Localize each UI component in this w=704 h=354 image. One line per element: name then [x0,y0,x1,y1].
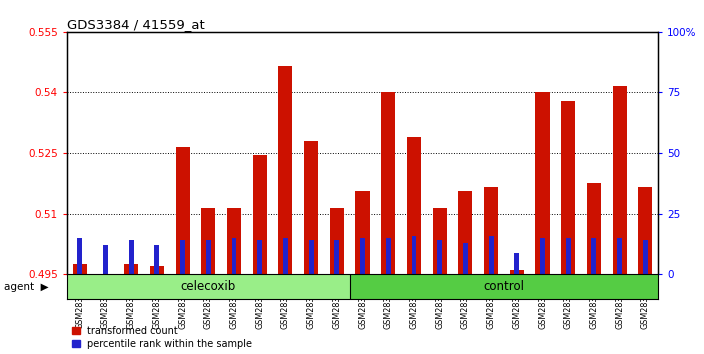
Bar [639,188,653,274]
Bar [458,192,472,274]
Legend: transformed count, percentile rank within the sample: transformed count, percentile rank withi… [72,326,252,349]
Bar [510,270,524,274]
Bar [561,101,575,274]
Bar [232,238,237,274]
Bar [407,137,421,274]
Bar [308,240,313,274]
Bar [433,208,447,274]
Bar [643,240,648,274]
Text: agent  ▶: agent ▶ [4,282,48,292]
Bar [180,240,185,274]
Bar [515,252,520,274]
Bar [591,238,596,274]
Bar [617,238,622,274]
Bar [154,245,159,274]
Bar [253,155,267,274]
Bar [283,238,288,274]
Bar [227,208,241,274]
Bar [67,274,350,299]
Bar [540,238,545,274]
Bar [356,192,370,274]
Bar [334,240,339,274]
Bar [381,92,396,274]
Text: control: control [484,280,524,293]
Bar [150,266,164,274]
Bar [566,238,571,274]
Bar [437,240,442,274]
Bar [536,92,550,274]
Bar [463,243,468,274]
Bar [386,238,391,274]
Text: GDS3384 / 41559_at: GDS3384 / 41559_at [67,18,205,31]
Bar [329,208,344,274]
Bar [77,238,82,274]
Bar [304,141,318,274]
Bar [206,240,210,274]
Text: celecoxib: celecoxib [181,280,236,293]
Bar [257,240,262,274]
Bar [103,245,108,274]
Bar [587,183,601,274]
Bar [129,240,134,274]
Bar [73,264,87,274]
Bar [175,147,189,274]
Bar [124,264,138,274]
Bar [484,188,498,274]
Bar [278,66,292,274]
Bar [489,235,494,274]
Bar [612,86,627,274]
Bar [350,274,658,299]
Bar [412,235,417,274]
Bar [201,208,215,274]
Bar [360,238,365,274]
